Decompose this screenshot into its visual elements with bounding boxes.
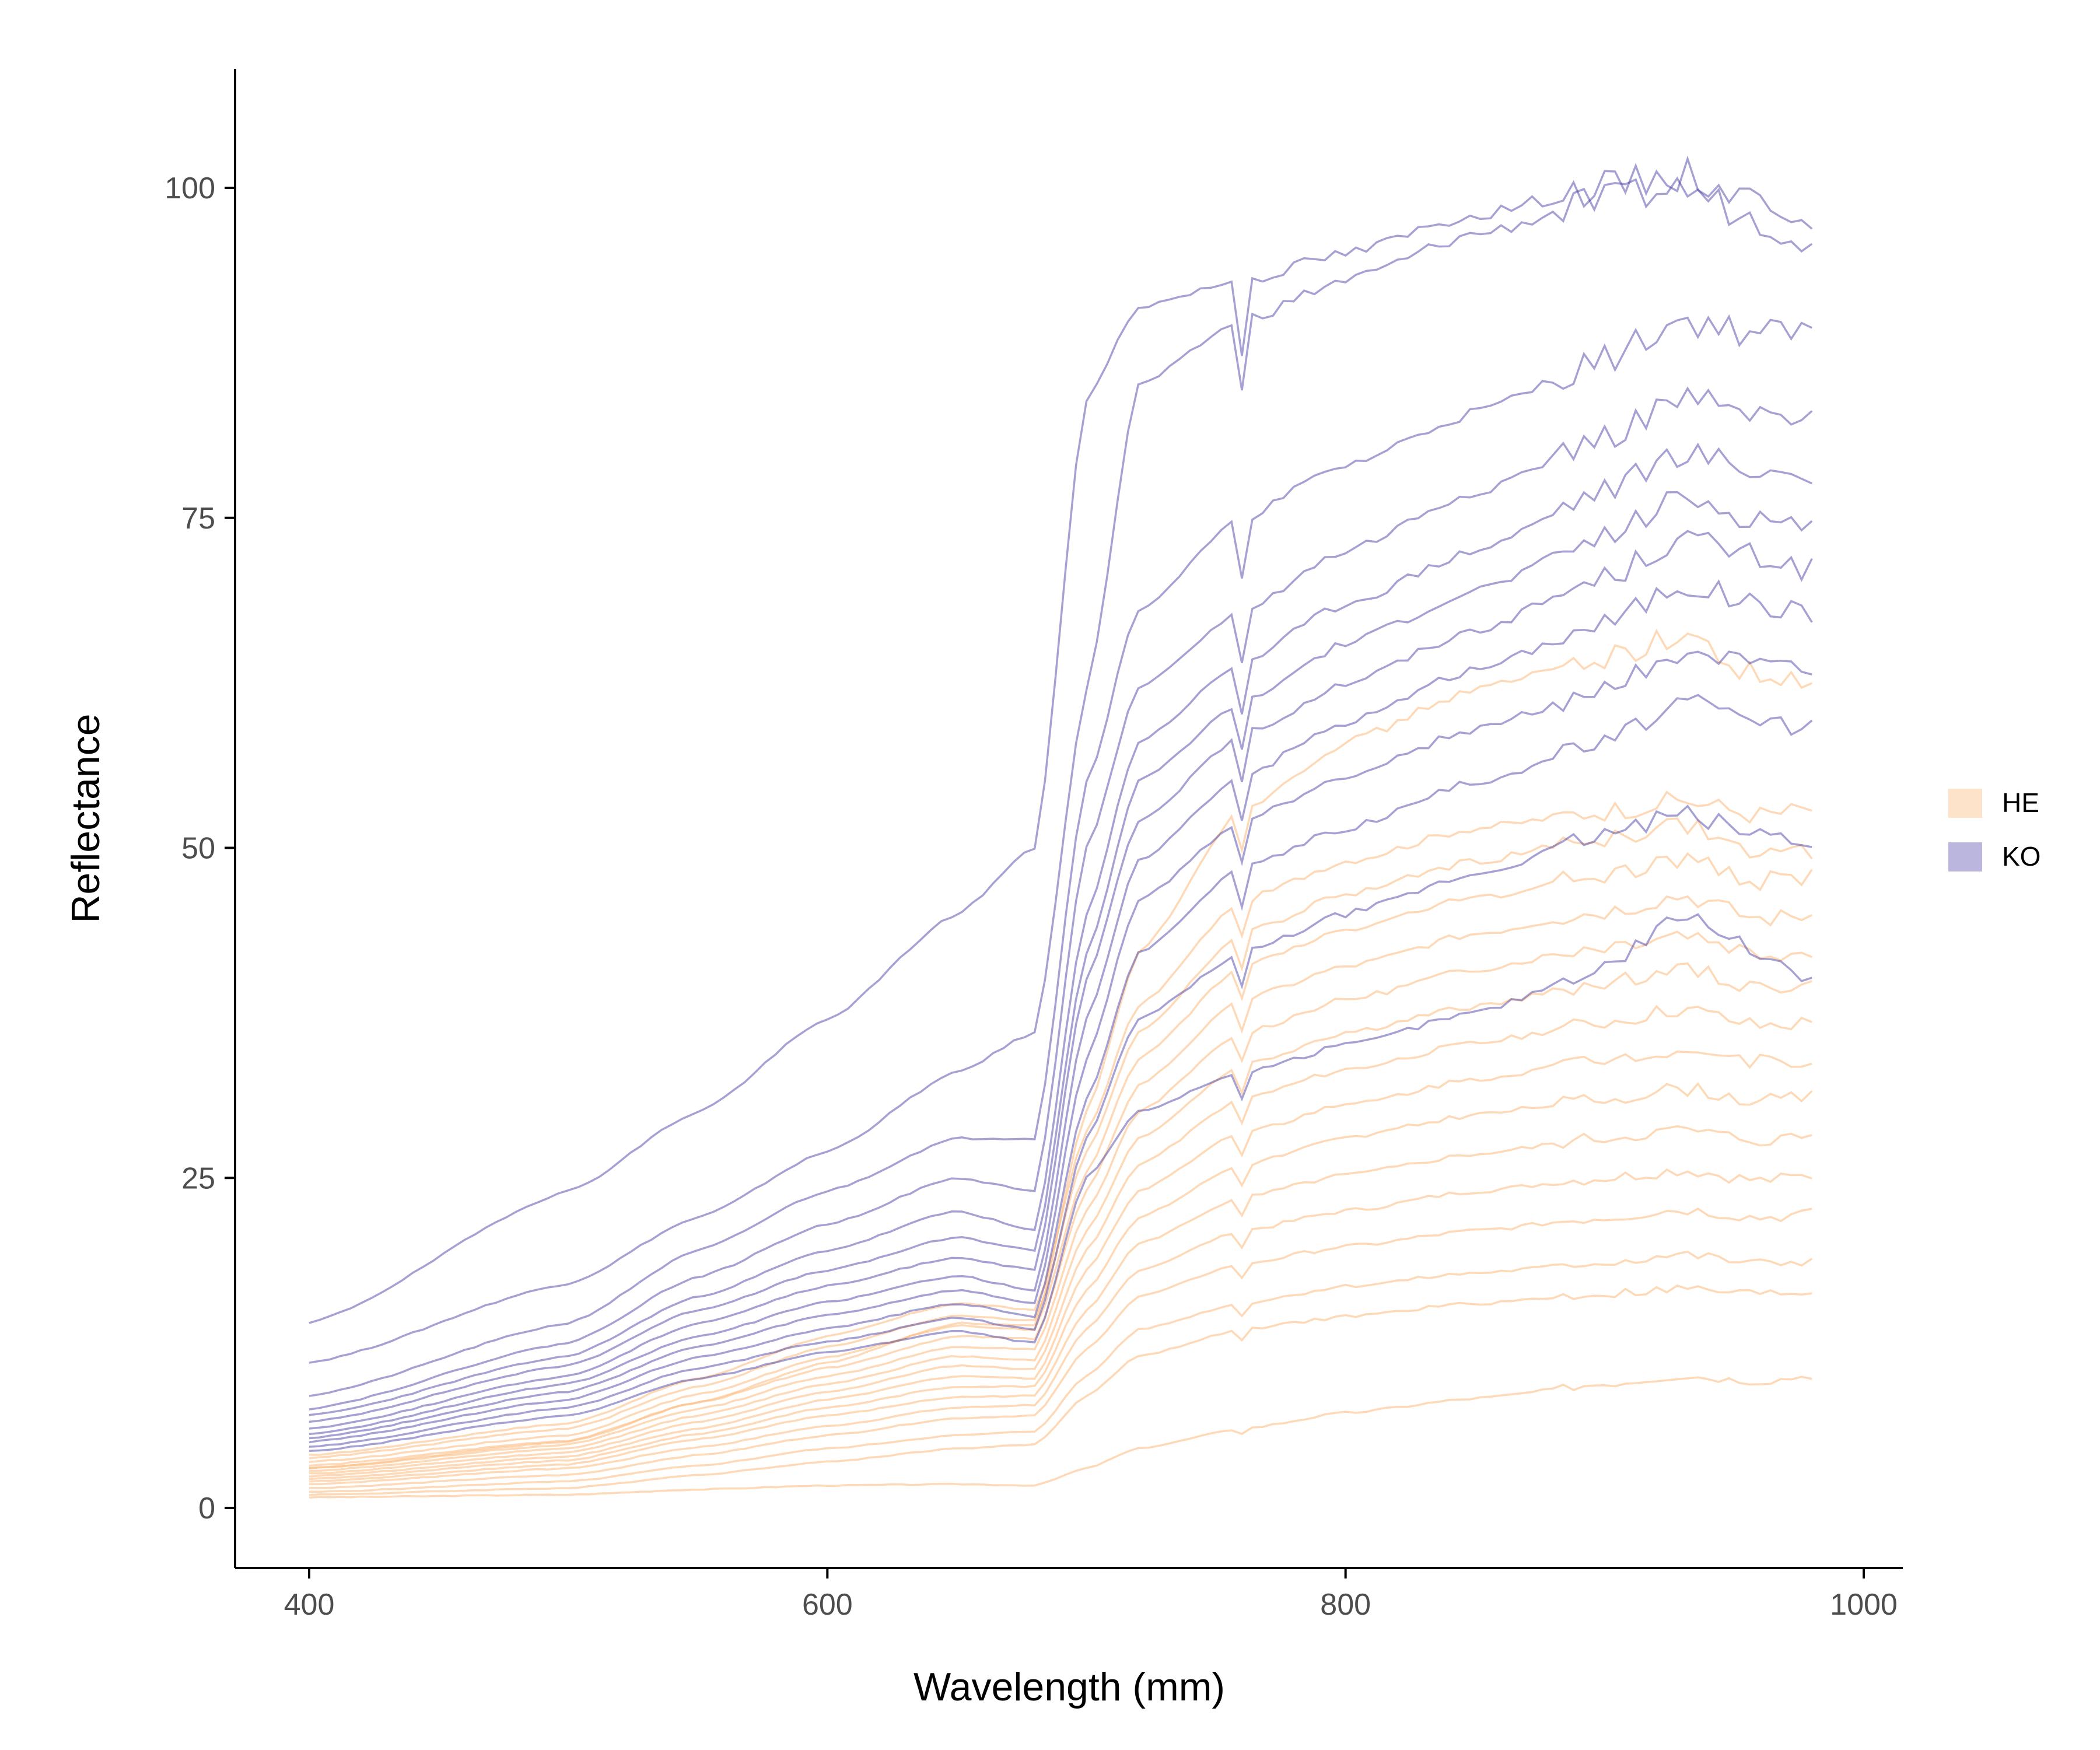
x-axis-title: Wavelength (mm) [914,1665,1225,1709]
series-line-ko-16 [309,155,1813,1324]
legend-swatch-he [1948,789,1982,818]
series-layer [309,155,1813,1499]
legend-label-he: HE [2002,788,2039,818]
x-tick-label: 800 [1320,1588,1371,1622]
series-line-ko-25 [309,694,1813,1444]
series-line-he-3 [309,1207,1812,1489]
series-line-he-6 [309,1082,1813,1480]
x-tick-label: 400 [284,1588,335,1622]
legend-swatch-ko [1948,842,1982,872]
series-line-ko-23 [309,579,1813,1436]
y-tick-label: 0 [198,1492,215,1525]
y-axis-title: Reflectance [64,713,108,923]
series-line-he-0 [309,1376,1812,1499]
y-tick-label: 75 [181,502,215,536]
y-tick-label: 50 [181,832,215,866]
series-line-ko-19 [309,386,1813,1410]
series-line-ko-22 [309,530,1813,1430]
x-ticks: 400 600 800 1000 [284,1568,1898,1622]
series-line-he-10 [309,930,1812,1469]
series-line-he-5 [309,1125,1812,1483]
series-line-ko-17 [309,176,1813,1364]
series-line-he-9 [309,962,1812,1472]
y-ticks: 0 25 50 75 100 [164,172,235,1525]
series-line-he-4 [309,1168,1812,1485]
legend: HE KO [1948,788,2041,872]
y-tick-label: 25 [181,1161,215,1195]
series-line-he-2 [309,1250,1813,1493]
series-line-he-8 [309,1005,1812,1475]
series-line-ko-20 [309,442,1812,1416]
series-line-ko-18 [309,314,1812,1397]
series-line-he-11 [309,895,1812,1467]
series-line-he-12 [309,852,1813,1463]
series-line-he-1 [309,1284,1812,1496]
series-line-ko-24 [309,650,1812,1440]
series-line-he-15 [309,628,1812,1469]
x-tick-label: 1000 [1830,1588,1898,1622]
series-line-ko-27 [309,913,1812,1452]
y-tick-label: 100 [164,172,215,205]
legend-label-ko: KO [2002,841,2041,872]
axes-layer [234,69,1903,1569]
series-line-ko-21 [309,491,1813,1423]
series-line-ko-26 [309,804,1812,1448]
series-line-he-7 [309,1050,1812,1478]
series-line-he-13 [309,817,1813,1460]
x-tick-label: 600 [802,1588,853,1622]
